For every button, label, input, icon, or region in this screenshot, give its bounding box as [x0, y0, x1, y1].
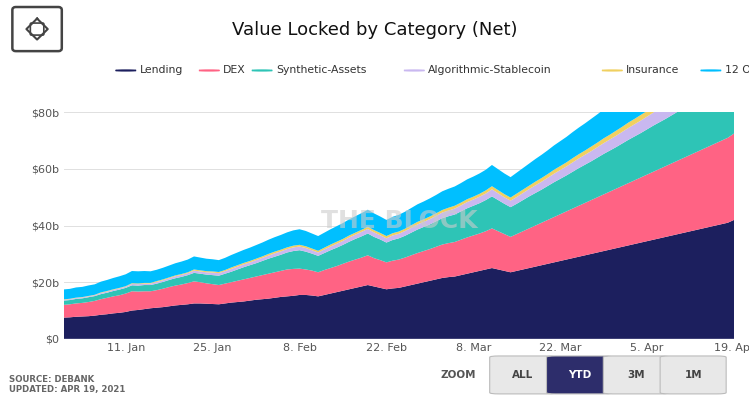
Text: THE BLOCK: THE BLOCK: [321, 209, 477, 233]
Text: SOURCE: DEBANK
UPDATED: APR 19, 2021: SOURCE: DEBANK UPDATED: APR 19, 2021: [9, 375, 125, 394]
Circle shape: [252, 70, 273, 71]
Text: Algorithmic-Stablecoin: Algorithmic-Stablecoin: [428, 65, 552, 75]
FancyBboxPatch shape: [490, 356, 556, 394]
Text: Lending: Lending: [140, 65, 184, 75]
Text: 12 Others: 12 Others: [725, 65, 749, 75]
Circle shape: [701, 70, 721, 71]
Text: Value Locked by Category (Net): Value Locked by Category (Net): [231, 21, 518, 39]
Text: DEX: DEX: [223, 65, 246, 75]
Text: Synthetic-Assets: Synthetic-Assets: [276, 65, 366, 75]
Text: YTD: YTD: [568, 370, 591, 380]
Circle shape: [115, 70, 136, 71]
Text: ALL: ALL: [512, 370, 533, 380]
Circle shape: [404, 70, 425, 71]
FancyBboxPatch shape: [603, 356, 670, 394]
Text: ZOOM: ZOOM: [440, 370, 476, 380]
FancyBboxPatch shape: [547, 356, 613, 394]
Text: Insurance: Insurance: [626, 65, 679, 75]
FancyBboxPatch shape: [660, 356, 727, 394]
Text: 3M: 3M: [628, 370, 645, 380]
Circle shape: [199, 70, 219, 71]
Text: 1M: 1M: [685, 370, 702, 380]
Circle shape: [602, 70, 622, 71]
